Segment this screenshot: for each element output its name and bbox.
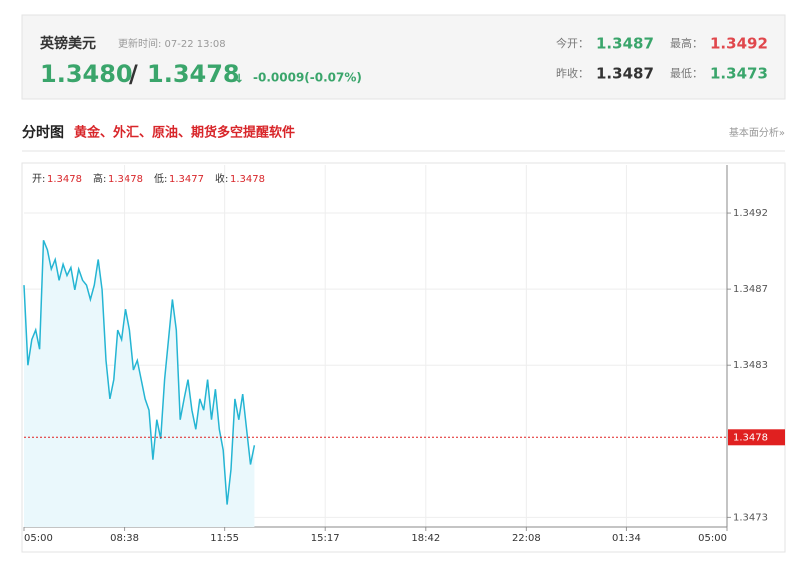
x-tick-label: 18:42 — [411, 533, 440, 544]
stats: 今开： 1.3487 最高： 1.3492 昨收： 1.3487 最低： 1.3473 — [556, 35, 768, 83]
summary-label: 收: — [215, 172, 228, 185]
summary-label: 高: — [93, 172, 106, 185]
x-tick-label: 05:00 — [24, 533, 53, 544]
y-tick-label: 1.3473 — [733, 512, 768, 523]
x-tick-label: 01:34 — [612, 533, 641, 544]
stat-value: 1.3487 — [596, 65, 654, 83]
stat-value: 1.3473 — [710, 65, 768, 83]
y-tick-label: 1.3492 — [733, 208, 768, 219]
stat-value: 1.3492 — [710, 35, 768, 53]
stat-label: 最高： — [670, 36, 703, 50]
stat-label: 昨收： — [556, 66, 589, 80]
update-time: 更新时间: 07-22 13:08 — [118, 37, 226, 50]
stat-label: 最低： — [670, 67, 703, 80]
summary-value: 1.3477 — [169, 174, 204, 185]
x-tick-label: 05:00 — [698, 533, 727, 544]
y-tick-label: 1.3487 — [733, 284, 768, 295]
price-change: -0.0009(-0.07%) — [253, 71, 362, 85]
y-tick-label: 1.3483 — [733, 360, 768, 371]
promo-link[interactable]: 黄金、外汇、原油、期货多空提醒软件 — [74, 125, 295, 141]
separator: / — [129, 60, 138, 88]
x-tick-label: 15:17 — [311, 533, 340, 544]
x-tick-label: 08:38 — [110, 533, 139, 544]
summary-value: 1.3478 — [47, 174, 82, 185]
summary-label: 开: — [32, 174, 45, 185]
symbol-title: 英镑美元 — [39, 35, 96, 52]
stat-label: 今开： — [556, 36, 589, 50]
last-price-box — [728, 429, 785, 446]
x-tick-label: 22:08 — [512, 533, 541, 544]
section-title: 分时图 — [22, 124, 64, 141]
change-arrow: ↓ — [234, 72, 244, 86]
stat-value: 1.3487 — [596, 35, 654, 53]
line — [23, 240, 256, 505]
x-tick-label: 11:55 — [210, 533, 239, 544]
summary-value: 1.3478 — [230, 174, 265, 185]
last-price-label: 1.3478 — [733, 432, 768, 443]
bid-price: 1.3480 — [40, 60, 133, 88]
summary-value: 1.3478 — [108, 174, 143, 185]
chart: 开: 1.3478 高: 1.3478 低: 1.3477 收: 1.34781.34921.… — [23, 165, 785, 544]
quote-panel — [21, 14, 786, 100]
more-link[interactable]: 基本面分析» — [729, 126, 785, 139]
area — [24, 240, 255, 528]
ask-price: 1.3478 — [147, 60, 240, 88]
summary-label: 低: — [154, 172, 167, 185]
